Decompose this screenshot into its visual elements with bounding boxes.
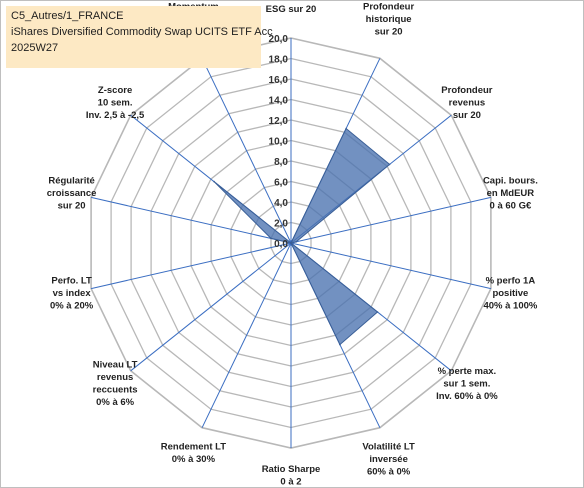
axis-label-line: Perfo. LT — [51, 276, 92, 287]
tick-label: 20,0 — [269, 34, 289, 45]
series-area — [213, 127, 391, 346]
axis-label-line: Rendement LT — [161, 442, 226, 453]
data-point — [376, 311, 379, 313]
axis-label-line: 0% à 30% — [172, 454, 216, 465]
axis-label-line: % perfo 1A — [486, 276, 536, 287]
tick-label: 16,0 — [269, 75, 289, 86]
axis-label-line: 60% à 0% — [367, 467, 411, 478]
axis-label-line: revenus — [449, 98, 485, 109]
axis-label: Z-score 10 sem. Inv. 2,5 à -2,5 — [86, 85, 145, 121]
axis-label-line: 0% à 20% — [50, 301, 94, 312]
axis-label-line: 0% à 6% — [96, 397, 135, 408]
radar-spoke — [130, 242, 292, 372]
radar-spoke — [90, 196, 292, 244]
axis-label: Capi. bours. en MdEUR 0 à 60 G€ — [483, 175, 538, 211]
axis-label-line: Profondeur — [441, 85, 492, 96]
axis-label-line: sur 1 sem. — [443, 378, 490, 389]
data-point — [290, 242, 292, 244]
tick-label: 6,0 — [274, 178, 288, 189]
axis-label-line: inversée — [369, 454, 408, 465]
chart-title-fund: iShares Diversified Commodity Swap UCITS… — [11, 26, 273, 38]
axis-label-line: sur 20 — [375, 26, 403, 37]
data-point — [270, 237, 272, 240]
axis-label: % perte max. sur 1 sem. Inv. 60% à 0% — [436, 366, 498, 402]
axis-label-line: reccuents — [93, 385, 138, 396]
axis-label-line: ESG sur 20 — [266, 4, 317, 15]
radar-spoke — [290, 242, 492, 290]
radar-series — [213, 127, 391, 346]
axis-label-line: Inv. 2,5 à -2,5 — [86, 110, 145, 121]
axis-label: Rendement LT 0% à 30% — [161, 442, 226, 466]
radar-tick-labels: 0,0 2,0 4,0 6,0 8,0 10,0 12,0 14,0 16,0 18,0 20,0 — [269, 34, 289, 250]
axis-label-line: revenus — [97, 372, 133, 383]
axis-label-line: Régularité — [48, 175, 94, 186]
axis-label-line: Profondeur — [363, 1, 414, 12]
tick-label: 2,0 — [274, 219, 288, 230]
axis-label-line: sur 20 — [58, 200, 86, 211]
data-point — [213, 180, 215, 183]
axis-label-line: % perte max. — [438, 366, 497, 377]
axis-label-line: 0 à 60 G€ — [490, 200, 532, 211]
axis-label-line: positive — [492, 288, 528, 299]
axis-label: Volatilité LT inversée 60% à 0% — [362, 442, 415, 478]
tick-label: 18,0 — [269, 55, 289, 66]
axis-label: Profondeur historique sur 20 — [363, 1, 414, 37]
axis-label-line: 40% à 100% — [483, 301, 537, 312]
chart-title-category: C5_Autres/1_FRANCE — [11, 10, 124, 22]
data-point — [295, 241, 297, 243]
axis-label-line: Volatilité LT — [362, 442, 415, 453]
radar-spoke — [201, 58, 292, 244]
data-point — [345, 127, 347, 130]
axis-label-line: Capi. bours. — [483, 175, 538, 186]
axis-label: Profondeur revenus sur 20 — [441, 85, 492, 121]
axis-label: Ratio Sharpe 0 à 2 — [262, 464, 321, 488]
tick-label: 4,0 — [274, 198, 288, 209]
axis-label-line: Niveau LT — [93, 360, 138, 371]
axis-label: Régularité croissance sur 20 — [47, 175, 97, 211]
axis-label-line: historique — [366, 14, 412, 25]
axis-label-line: en MdEUR — [487, 188, 535, 199]
tick-label: 8,0 — [274, 157, 288, 168]
axis-label-line: Inv. 60% à 0% — [436, 391, 498, 402]
tick-label: 14,0 — [269, 96, 289, 107]
radar-spoke — [290, 196, 492, 244]
radar-spoke — [201, 242, 292, 428]
data-point — [339, 343, 341, 346]
axis-label-line: Note — [280, 0, 301, 3]
axis-label: % perfo 1A positive 40% à 100% — [483, 276, 537, 312]
axis-label-line: Z-score — [98, 85, 132, 96]
axis-label-line: Ratio Sharpe — [262, 464, 321, 475]
tick-label: 12,0 — [269, 116, 289, 127]
axis-label: Niveau LT revenus reccuents 0% à 6% — [93, 360, 138, 409]
axis-label-line: croissance — [47, 188, 97, 199]
tick-label: 0,0 — [274, 239, 288, 250]
axis-label: NoteESG sur 20 — [266, 0, 317, 15]
tick-label: 10,0 — [269, 137, 289, 148]
title-box: C5_Autres/1_FRANCE iShares Diversified C… — [6, 6, 273, 68]
axis-label-line: 10 sem. — [98, 98, 133, 109]
axis-label-line: 0 à 2 — [280, 477, 301, 488]
axis-label-line: sur 20 — [453, 110, 481, 121]
data-point — [388, 163, 391, 166]
axis-label-line: vs index — [53, 288, 92, 299]
radar-spoke — [90, 242, 292, 290]
chart-title-week: 2025W27 — [11, 42, 59, 54]
axis-label: Perfo. LT vs index 0% à 20% — [50, 276, 94, 312]
